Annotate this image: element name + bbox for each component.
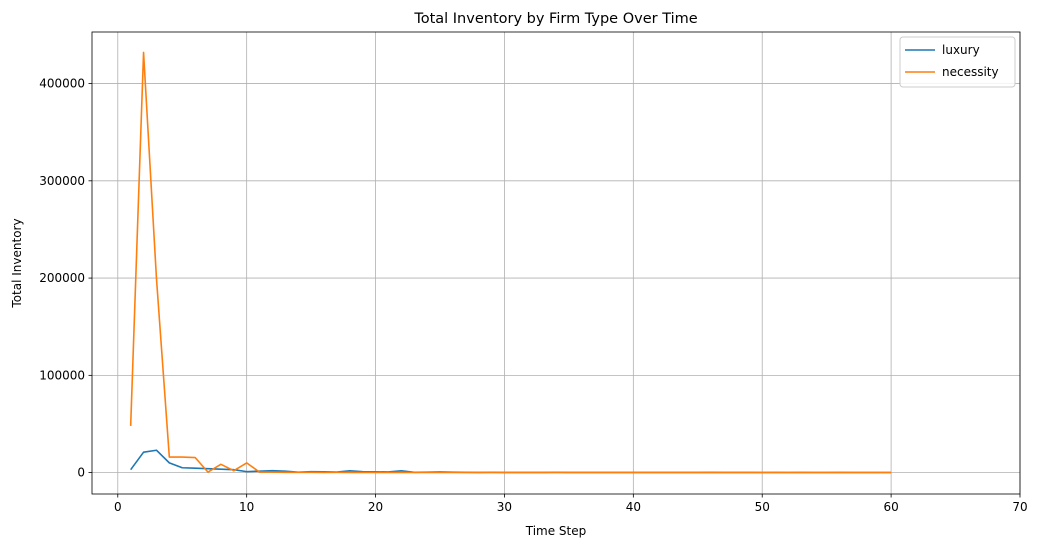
- x-tick-label: 30: [497, 500, 512, 514]
- plot-frame: [91, 31, 1021, 495]
- legend-label-luxury: luxury: [942, 43, 980, 57]
- x-tick-label: 60: [883, 500, 898, 514]
- y-tick-label: 100000: [39, 368, 85, 382]
- x-tick-label: 70: [1012, 500, 1027, 514]
- x-tick-label: 0: [114, 500, 122, 514]
- y-tick-label: 200000: [39, 271, 85, 285]
- legend-label-necessity: necessity: [942, 65, 999, 79]
- x-tick-label: 40: [626, 500, 641, 514]
- y-tick-label: 0: [77, 466, 85, 480]
- y-tick-label: 400000: [39, 77, 85, 91]
- y-axis-label: Total Inventory: [10, 218, 24, 308]
- series-layer: [129, 51, 892, 474]
- x-tick-label: 50: [755, 500, 770, 514]
- y-axis-ticks: 0 100000 200000 300000 400000: [39, 77, 92, 480]
- x-axis-ticks: 0 10 20 30 40 50 60 70: [114, 494, 1028, 514]
- legend: luxury necessity: [899, 36, 1016, 88]
- x-axis-label: Time Step: [525, 524, 587, 538]
- x-tick-label: 10: [239, 500, 254, 514]
- chart-title: Total Inventory by Firm Type Over Time: [413, 11, 697, 27]
- y-tick-label: 300000: [39, 174, 85, 188]
- series-line-necessity: [129, 51, 892, 474]
- x-tick-label: 20: [368, 500, 383, 514]
